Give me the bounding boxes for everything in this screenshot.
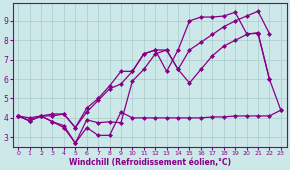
- X-axis label: Windchill (Refroidissement éolien,°C): Windchill (Refroidissement éolien,°C): [68, 158, 231, 167]
